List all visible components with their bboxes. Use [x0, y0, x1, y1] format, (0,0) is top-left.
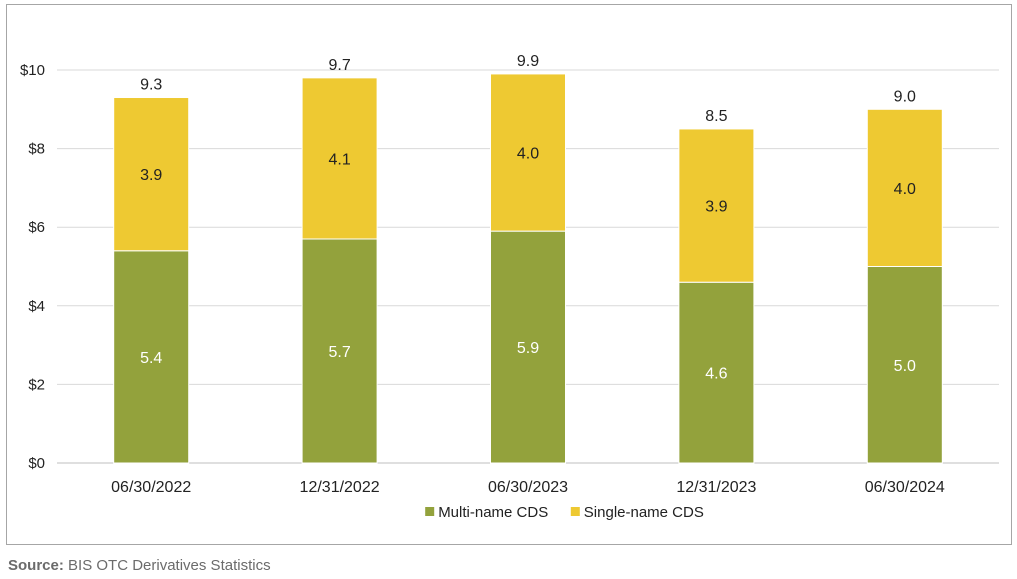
y-tick-label: $4 — [28, 298, 45, 315]
y-tick-label: $10 — [20, 62, 45, 79]
bar-segment-multi-name — [301, 238, 378, 464]
segment-value-label: 5.9 — [517, 340, 539, 357]
total-value-label: 9.0 — [894, 88, 916, 105]
y-axis: $0 $2 $4 $6 $8 $10 — [20, 62, 45, 472]
bar-segment-multi-name — [866, 266, 943, 464]
stacked-bar-chart: $0 $2 $4 $6 $8 $10 5.4 3.9 9.3 5.7 4.1 9.7 5.9 4.0 9.… — [20, 53, 999, 521]
bar-segment-single-name — [678, 128, 755, 283]
x-tick-label: 06/30/2022 — [111, 479, 191, 496]
segment-value-label: 4.1 — [328, 151, 350, 168]
x-axis: 06/30/2022 12/31/2022 06/30/2023 12/31/2023… — [111, 479, 945, 496]
bar-segment-single-name — [113, 97, 190, 252]
source-note: Source: BIS OTC Derivatives Statistics — [8, 557, 271, 574]
bars — [113, 73, 943, 464]
bar-segment-single-name — [301, 77, 378, 240]
y-tick-label: $6 — [28, 219, 45, 236]
legend-swatch-multi-name — [425, 507, 435, 516]
segment-value-label: 5.0 — [894, 358, 916, 375]
data-labels: 5.4 3.9 9.3 5.7 4.1 9.7 5.9 4.0 9.9 4.6 3.9 8.5 5.0 4… — [140, 53, 916, 383]
legend-label: Single-name CDS — [584, 504, 704, 521]
source-label: Source: — [8, 557, 64, 574]
segment-value-label: 4.0 — [894, 181, 916, 198]
y-tick-label: $2 — [28, 376, 45, 393]
segment-value-label: 5.7 — [328, 344, 350, 361]
legend-swatch-single-name — [570, 507, 580, 516]
bar-segment-multi-name — [113, 250, 190, 464]
bar-segment-multi-name — [490, 230, 566, 464]
total-value-label: 9.7 — [328, 57, 350, 74]
segment-value-label: 4.0 — [517, 146, 539, 163]
source-text: BIS OTC Derivatives Statistics — [68, 557, 271, 574]
bar-segment-multi-name — [678, 281, 755, 464]
x-tick-label: 12/31/2023 — [676, 479, 756, 496]
total-value-label: 9.3 — [140, 77, 162, 94]
segment-value-label: 5.4 — [140, 350, 162, 367]
bar-segment-single-name — [490, 73, 566, 232]
chart-frame: $0 $2 $4 $6 $8 $10 5.4 3.9 9.3 5.7 4.1 9.7 5.9 4.0 9.… — [6, 4, 1012, 545]
total-value-label: 8.5 — [705, 108, 727, 125]
x-tick-label: 06/30/2023 — [488, 479, 568, 496]
bar-segment-single-name — [866, 108, 943, 267]
y-tick-label: $8 — [28, 141, 45, 158]
legend: Multi-name CDS Single-name CDS — [425, 504, 704, 521]
segment-value-label: 4.6 — [705, 366, 727, 383]
x-tick-label: 12/31/2022 — [300, 479, 380, 496]
y-tick-label: $0 — [28, 455, 45, 472]
x-tick-label: 06/30/2024 — [865, 479, 945, 496]
total-value-label: 9.9 — [517, 53, 539, 70]
legend-label: Multi-name CDS — [438, 504, 548, 521]
segment-value-label: 3.9 — [140, 167, 162, 184]
segment-value-label: 3.9 — [705, 199, 727, 216]
